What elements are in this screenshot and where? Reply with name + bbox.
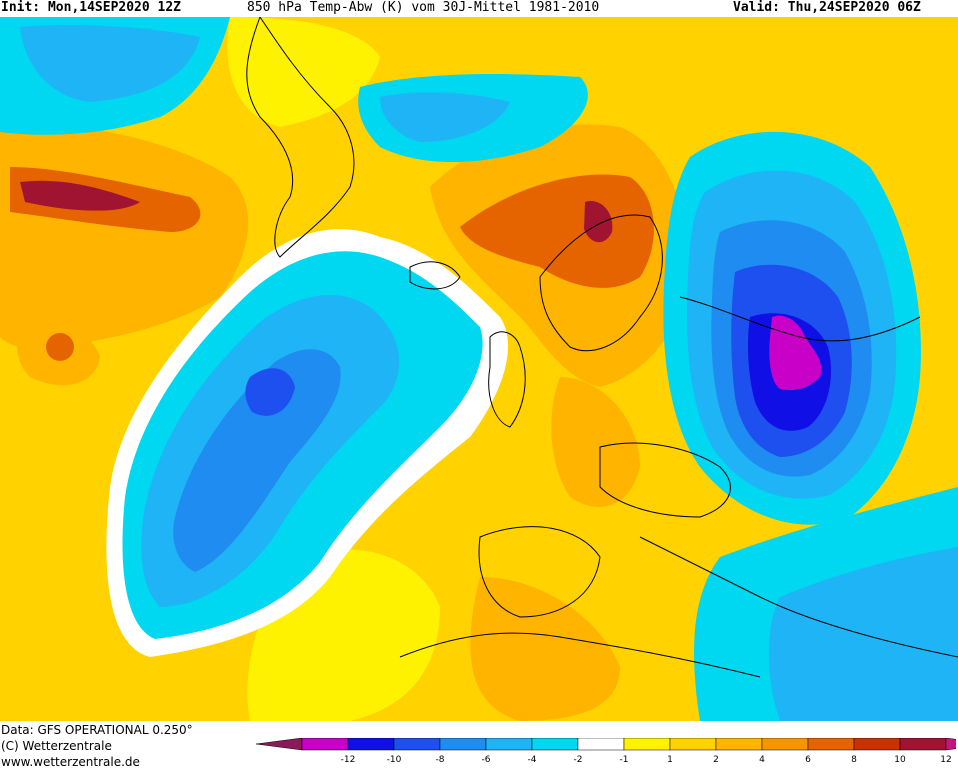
valid-time: Valid: Thu,24SEP2020 06Z xyxy=(733,0,921,15)
init-time: Init: Mon,14SEP2020 12Z xyxy=(1,0,182,15)
legend-label: 12 xyxy=(940,755,951,765)
russia-borders xyxy=(679,296,921,342)
yellow-area-greenland xyxy=(227,17,380,127)
greenland-coast xyxy=(246,17,355,258)
legend-label: 1 xyxy=(667,755,673,765)
website-url: www.wetterzentrale.de xyxy=(1,755,140,769)
legend-swatch xyxy=(899,738,947,751)
data-source: Data: GFS OPERATIONAL 0.250° xyxy=(1,723,193,737)
legend-label: 6 xyxy=(805,755,811,765)
anomaly-map-canvas xyxy=(0,17,958,721)
cold-max-russia xyxy=(769,315,822,391)
legend-swatch xyxy=(715,738,763,751)
legend-label: 4 xyxy=(759,755,765,765)
legend-label: -4 xyxy=(528,755,537,765)
scandinavia-coast xyxy=(539,214,663,352)
africa-coast xyxy=(399,632,761,678)
legend-swatch xyxy=(439,738,487,751)
legend-label: 8 xyxy=(851,755,857,765)
legend-label: -6 xyxy=(482,755,491,765)
legend-swatch xyxy=(347,738,395,751)
warm-max-scandinavia xyxy=(584,201,613,243)
warm-area-central-europe xyxy=(551,377,640,507)
cold-area-canada-north-2 xyxy=(20,25,200,102)
legend-swatch xyxy=(531,738,579,751)
legend-label: -2 xyxy=(574,755,583,765)
legend-swatch xyxy=(393,738,441,751)
legend-cap-low xyxy=(256,738,303,751)
mediterranean-coast xyxy=(639,536,958,658)
legend-swatch xyxy=(807,738,855,751)
iceland-coast xyxy=(409,261,461,290)
legend-swatch xyxy=(301,738,349,751)
cold-area-middle-east-2 xyxy=(768,547,958,721)
legend-labels: -12 -10 -8 -6 -4 -2 -1 1 2 4 6 8 10 12 xyxy=(341,755,952,765)
copyright: (C) Wetterzentrale xyxy=(1,739,112,753)
legend-swatch xyxy=(853,738,901,751)
warm-core-scandinavia xyxy=(460,174,654,288)
legend-label: -12 xyxy=(341,755,356,765)
legend-swatch xyxy=(577,738,625,751)
legend-swatch xyxy=(623,738,671,751)
color-legend: -12 -10 -8 -6 -4 -2 -1 1 2 4 6 8 10 12 xyxy=(256,738,956,765)
cold-core-atlantic xyxy=(245,368,295,416)
coastlines xyxy=(246,17,958,678)
warm-spot-atlantic xyxy=(46,333,74,361)
iberia-coast xyxy=(478,526,601,618)
map-header: Init: Mon,14SEP2020 12Z 850 hPa Temp-Abw… xyxy=(0,0,958,17)
anomaly-map xyxy=(0,17,958,721)
cold-area-arctic-2 xyxy=(380,92,510,142)
legend-swatch xyxy=(669,738,717,751)
warm-area-north-africa xyxy=(470,577,620,721)
warm-max-canada xyxy=(20,180,140,211)
legend-cap-high xyxy=(945,738,956,751)
legend-label: -8 xyxy=(436,755,445,765)
legend-label: -1 xyxy=(620,755,629,765)
legend-label: -10 xyxy=(387,755,402,765)
map-title: 850 hPa Temp-Abw (K) vom 30J-Mittel 1981… xyxy=(247,0,600,15)
legend-label: 2 xyxy=(713,755,719,765)
cold-area-atlantic-3 xyxy=(173,349,341,572)
legend-swatch xyxy=(485,738,533,751)
map-footer: Data: GFS OPERATIONAL 0.250° (C) Wetterz… xyxy=(0,721,958,773)
legend-label: 10 xyxy=(894,755,906,765)
legend-bar xyxy=(256,738,956,751)
central-europe-borders xyxy=(599,442,731,518)
legend-swatch xyxy=(761,738,809,751)
britain-coast xyxy=(488,331,526,428)
